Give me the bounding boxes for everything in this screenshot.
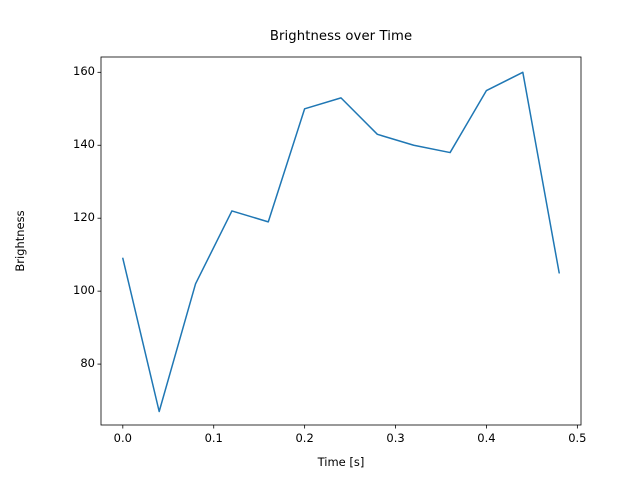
x-axis-label: Time [s] <box>0 455 640 469</box>
chart-title-text: Brightness over Time <box>269 29 413 44</box>
x-tick-label: 0.1 <box>204 431 223 445</box>
y-tick-label: 140 <box>73 137 95 152</box>
y-axis-label-text: Brightness <box>13 210 27 272</box>
chart-title: Brightness over Time <box>0 29 640 44</box>
x-axis-label-text: Time [s] <box>317 455 365 469</box>
x-tick-label: 0.5 <box>568 431 587 445</box>
x-tick-label: 0.0 <box>113 431 132 445</box>
y-tick-label: 120 <box>73 210 95 225</box>
y-tick-label: 160 <box>73 64 95 79</box>
y-axis-ticks <box>97 71 101 365</box>
brightness-line <box>122 71 560 413</box>
x-tick-label: 0.4 <box>477 431 496 445</box>
x-axis-ticks <box>122 425 578 429</box>
y-tick-label: 100 <box>73 283 95 298</box>
x-tick-label: 0.2 <box>295 431 314 445</box>
axes-frame <box>100 56 582 426</box>
y-tick-label: 80 <box>80 356 95 371</box>
x-tick-label: 0.3 <box>386 431 405 445</box>
